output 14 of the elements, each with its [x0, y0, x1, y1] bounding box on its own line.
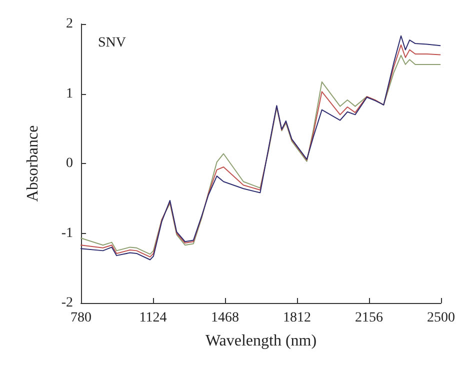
x-tick-label: 780	[70, 310, 92, 326]
y-tick-label: -1	[61, 226, 73, 241]
y-tick-label: 2	[66, 16, 73, 32]
y-tick-label: 0	[66, 156, 73, 171]
y-tick-label: 1	[66, 86, 73, 102]
x-tick-label: 1124	[139, 310, 167, 326]
annotation: SNV	[98, 36, 126, 50]
y-tick-label: -2	[61, 296, 73, 310]
x-tick-label: 1468	[211, 310, 239, 326]
x-tick-label: 2156	[355, 310, 383, 326]
y-axis-title: Absorbance	[24, 125, 42, 202]
x-tick-label: 1812	[283, 310, 311, 326]
x-tick-label: 2500	[427, 310, 455, 326]
x-axis-title: Wavelength (nm)	[205, 332, 317, 350]
